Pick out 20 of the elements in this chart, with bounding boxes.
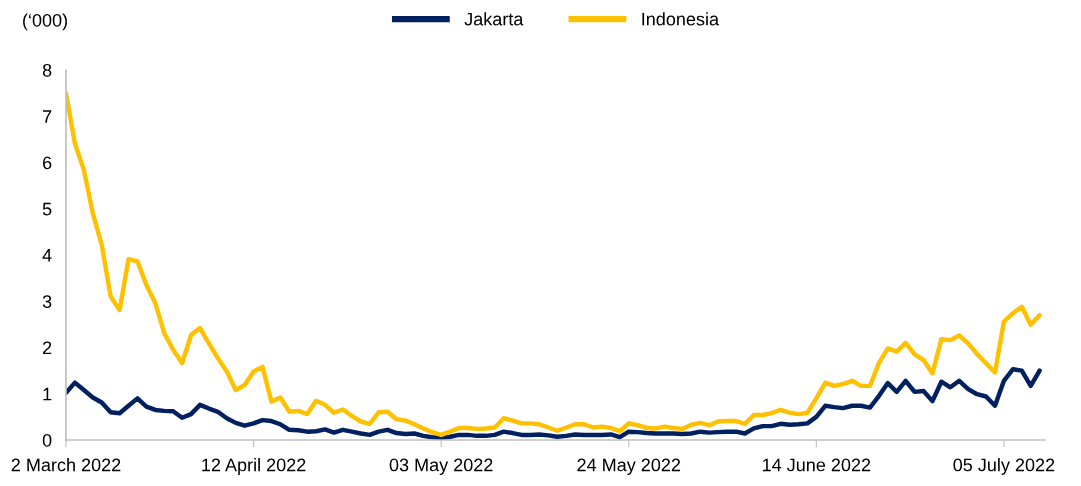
y-tick-label: 0	[42, 433, 52, 447]
y-tick-label: 2	[42, 341, 52, 355]
y-tick-label: 8	[42, 63, 52, 77]
y-tick-label: 4	[42, 249, 52, 262]
legend-label: Jakarta	[464, 12, 524, 26]
y-axis-title: (‘000)	[23, 13, 67, 31]
x-tick-label: 2 March 2022	[11, 458, 121, 472]
x-tick-label: 12 April 2022	[202, 458, 306, 475]
y-tick-label: 3	[42, 295, 52, 308]
y-tick-label: 6	[42, 156, 52, 170]
x-tick-label: 14 June 2022	[762, 458, 871, 472]
x-tick-label: 05 July 2022	[953, 458, 1055, 475]
line-series	[66, 90, 1042, 438]
y-tick-label: 1	[43, 387, 52, 401]
x-tick-label: 24 May 2022	[577, 458, 681, 475]
line-series	[66, 367, 1042, 440]
legend-label: Indonesia	[642, 12, 720, 26]
x-tick-label: 03 May 2022	[389, 458, 493, 475]
y-tick-label: 7	[43, 110, 52, 123]
y-tick-label: 5	[42, 202, 52, 216]
